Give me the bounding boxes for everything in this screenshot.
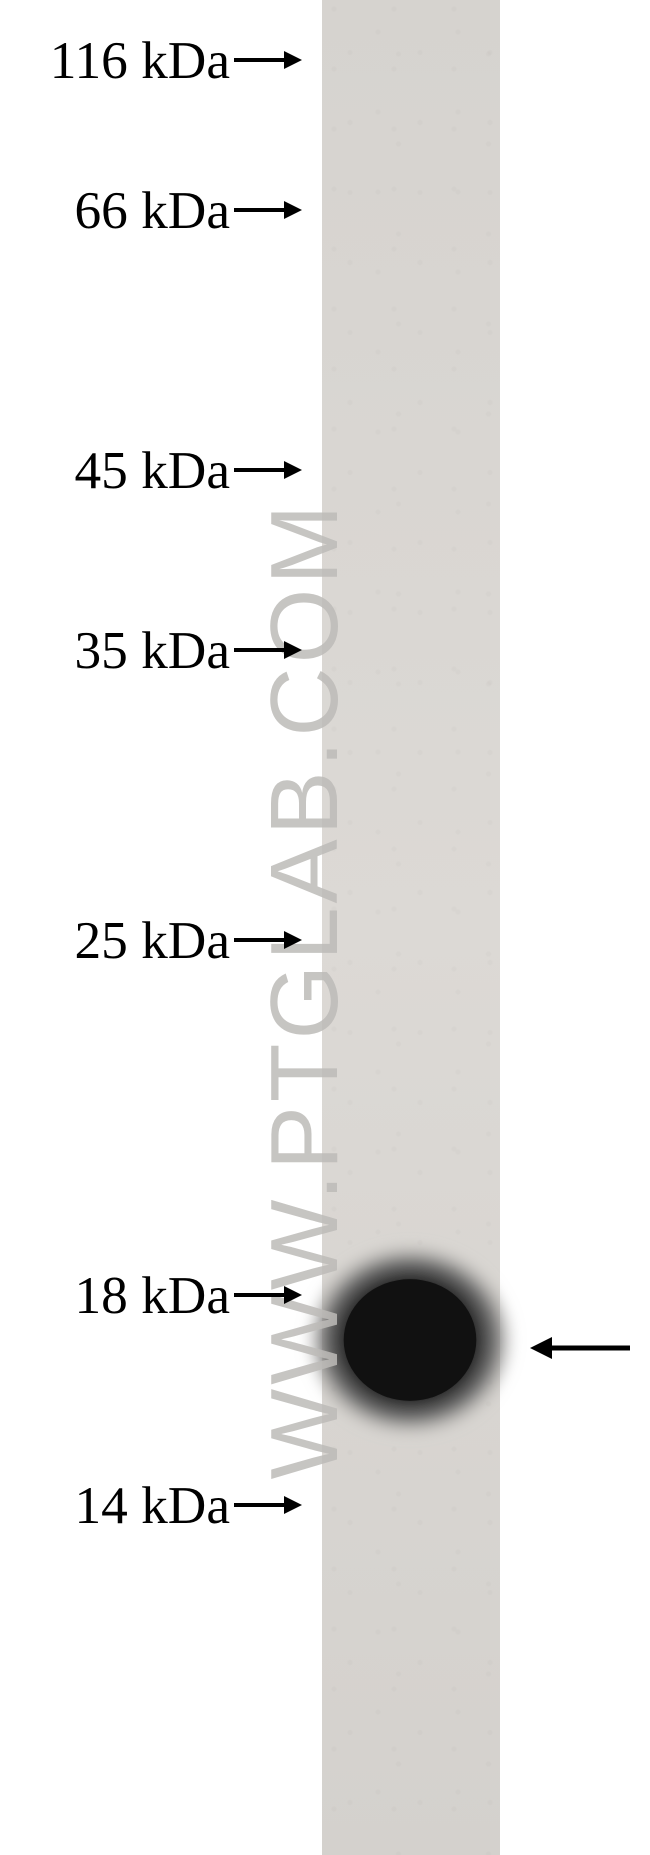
marker-label: 18 kDa — [74, 1264, 230, 1326]
marker-label: 116 kDa — [50, 29, 230, 91]
marker-label: 35 kDa — [74, 619, 230, 681]
marker-label: 25 kDa — [74, 909, 230, 971]
marker-label: 66 kDa — [74, 179, 230, 241]
blot-canvas: WWW.PTGLAB.COM 116 kDa66 kDa45 kDa35 kDa… — [0, 0, 650, 1855]
blot-lane-noise — [322, 0, 500, 1855]
marker-label: 45 kDa — [74, 439, 230, 501]
marker-label: 14 kDa — [74, 1474, 230, 1536]
